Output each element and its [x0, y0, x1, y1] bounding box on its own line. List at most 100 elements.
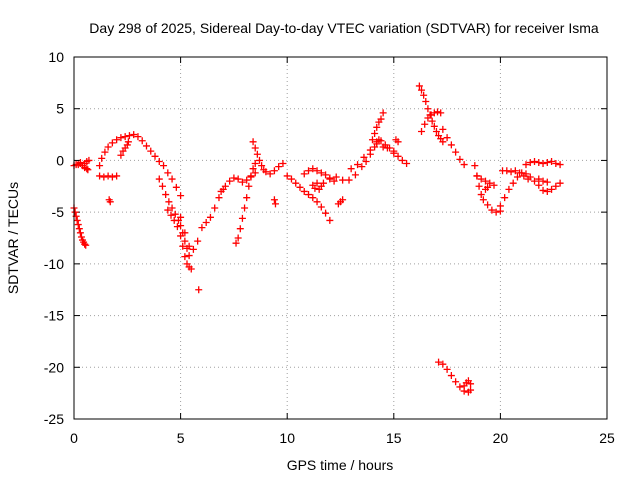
data-point [73, 216, 81, 224]
data-point [317, 203, 325, 211]
data-point [245, 182, 253, 190]
series-arc7 [117, 138, 132, 159]
x-axis-label: GPS time / hours [287, 457, 394, 473]
data-point [177, 192, 185, 200]
data-point [511, 167, 519, 175]
data-point [287, 175, 295, 183]
data-point [198, 224, 206, 232]
data-point [539, 177, 547, 185]
plot-frame [73, 56, 608, 420]
data-point [108, 173, 116, 181]
data-point [475, 182, 483, 190]
data-point [96, 172, 104, 180]
data-point [539, 160, 547, 168]
data-point [358, 163, 366, 171]
data-point [520, 172, 528, 180]
data-point [484, 183, 492, 191]
data-point [481, 177, 489, 185]
data-point [300, 170, 308, 178]
data-point [292, 179, 300, 187]
data-point [477, 175, 485, 183]
data-point [383, 144, 391, 152]
data-point [543, 158, 551, 166]
data-point [251, 144, 259, 152]
x-tick-label: 15 [386, 430, 402, 446]
data-point [100, 173, 108, 181]
data-point [513, 173, 521, 181]
data-point [249, 138, 257, 146]
data-point [488, 206, 496, 214]
data-point [171, 210, 179, 218]
y-tick-label: 5 [56, 101, 64, 117]
data-point [443, 365, 451, 373]
data-point [535, 158, 543, 166]
series-arc23 [373, 140, 398, 157]
data-point [162, 191, 170, 199]
series-arc5 [105, 196, 114, 206]
data-point [379, 143, 387, 151]
y-tick-label: -5 [52, 204, 65, 220]
data-point [531, 157, 539, 165]
data-point [185, 242, 193, 250]
series-arc14 [249, 138, 287, 178]
data-point [181, 229, 189, 237]
data-point [311, 184, 319, 192]
data-point [447, 372, 455, 380]
series-arc11 [195, 286, 203, 294]
data-point [238, 178, 246, 186]
data-point [151, 152, 159, 160]
data-point [142, 142, 150, 150]
data-point [189, 245, 197, 253]
series-arc6 [96, 131, 185, 200]
data-point [377, 137, 385, 145]
data-point [435, 358, 443, 366]
series-arc13 [232, 160, 259, 247]
data-point [104, 143, 112, 151]
data-point [424, 105, 432, 113]
data-point [345, 176, 353, 184]
data-point [221, 182, 229, 190]
data-point [373, 140, 381, 148]
series-arc30 [471, 162, 504, 216]
data-point [83, 165, 91, 173]
y-tick-label: 0 [56, 152, 64, 168]
data-point [339, 176, 347, 184]
y-tick-label: -20 [44, 359, 64, 375]
data-point [106, 198, 114, 206]
data-point [347, 165, 355, 173]
data-point [226, 177, 234, 185]
data-point [535, 175, 543, 183]
data-point [313, 167, 321, 175]
data-point [85, 156, 93, 164]
data-point [81, 240, 89, 248]
data-point [155, 175, 163, 183]
data-point [234, 234, 242, 242]
grid-layer [74, 57, 607, 419]
data-point [309, 194, 317, 202]
data-point [96, 162, 104, 170]
data-point [432, 127, 440, 135]
data-point [76, 229, 84, 237]
data-point [168, 175, 176, 183]
data-point [134, 133, 142, 141]
data-point [556, 161, 564, 169]
data-point [548, 185, 556, 193]
data-point [366, 146, 374, 154]
series-arc32 [481, 183, 492, 193]
data-point [467, 386, 475, 394]
data-point [460, 161, 468, 169]
data-point [82, 241, 90, 249]
data-point [456, 383, 464, 391]
data-point [172, 183, 180, 191]
x-tick-label: 0 [70, 430, 78, 446]
series-arc35 [522, 157, 564, 169]
data-point [516, 169, 524, 177]
data-point [185, 252, 193, 260]
series-arc29 [460, 377, 475, 390]
data-point [326, 216, 334, 224]
data-point [368, 136, 376, 144]
data-point [147, 147, 155, 155]
data-point [332, 173, 340, 181]
data-point [232, 239, 240, 247]
